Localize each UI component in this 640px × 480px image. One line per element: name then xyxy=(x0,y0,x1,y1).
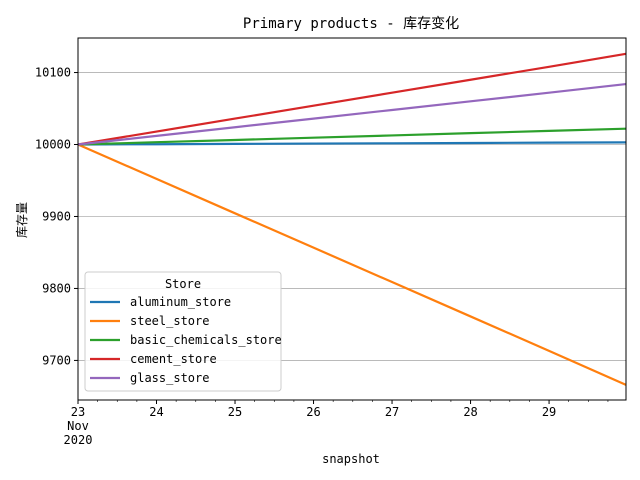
series-line-basic_chemicals_store xyxy=(77,127,627,146)
legend-box xyxy=(84,271,282,392)
y-tick-label: 9900 xyxy=(42,209,71,223)
x-tick-label: 27 xyxy=(385,405,399,419)
legend-label: cement_store xyxy=(130,352,217,366)
series-lines xyxy=(77,52,627,386)
y-tick-label: 9800 xyxy=(42,281,71,295)
series-line-aluminum_store xyxy=(77,141,627,146)
x-tick-label: 23 xyxy=(71,405,85,419)
legend: Store aluminum_store steel_store basic_che… xyxy=(84,271,282,392)
plot-frame xyxy=(77,37,627,401)
x-tick-label: 25 xyxy=(228,405,242,419)
series-line-cement_store xyxy=(77,52,627,146)
y-axis: 9700 9800 9900 10000 10100 xyxy=(35,66,78,367)
y-axis-label: 库存量 xyxy=(14,202,29,238)
legend-label: aluminum_store xyxy=(130,295,231,309)
chart-title: Primary products - 库存变化 xyxy=(243,16,459,32)
series-line-glass_store xyxy=(77,82,627,146)
x-tick-sublabel: Nov xyxy=(67,419,89,433)
x-tick-label: 28 xyxy=(463,405,477,419)
legend-label: steel_store xyxy=(130,314,209,328)
x-tick-label: 29 xyxy=(542,405,556,419)
legend-label: basic_chemicals_store xyxy=(130,333,282,347)
x-tick-sublabel: 2020 xyxy=(64,433,93,447)
y-tick-label: 9700 xyxy=(42,353,71,367)
legend-label: glass_store xyxy=(130,371,209,385)
x-tick-label: 24 xyxy=(149,405,163,419)
x-axis-label: snapshot xyxy=(322,452,380,466)
y-tick-label: 10100 xyxy=(35,66,71,80)
legend-title: Store xyxy=(165,277,201,291)
y-tick-label: 10000 xyxy=(35,138,71,152)
x-tick-label: 26 xyxy=(306,405,320,419)
series-line-steel_store xyxy=(77,143,627,386)
